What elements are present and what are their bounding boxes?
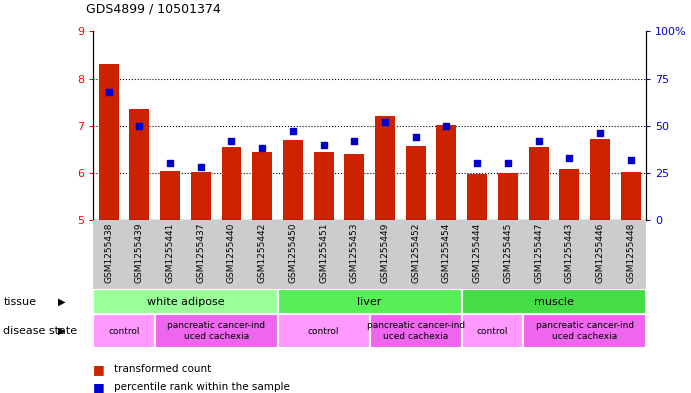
Text: tissue: tissue — [3, 297, 37, 307]
Bar — [278, 289, 462, 314]
Text: pancreatic cancer-ind
uced cachexia: pancreatic cancer-ind uced cachexia — [536, 321, 634, 341]
Point — [564, 155, 575, 161]
Text: transformed count: transformed count — [114, 364, 211, 375]
Text: GSM1255437: GSM1255437 — [196, 223, 205, 283]
Text: muscle: muscle — [534, 297, 574, 307]
Bar — [437, 125, 457, 220]
Text: percentile rank within the sample: percentile rank within the sample — [114, 382, 290, 392]
Text: GSM1255443: GSM1255443 — [565, 223, 574, 283]
Point — [134, 123, 145, 129]
Point — [256, 145, 267, 152]
Bar — [160, 171, 180, 220]
Bar — [590, 139, 610, 220]
Text: ▶: ▶ — [59, 326, 66, 336]
Point — [287, 128, 299, 134]
Point — [502, 160, 513, 167]
Text: control: control — [477, 327, 509, 336]
Point — [410, 134, 422, 140]
Point — [318, 141, 329, 148]
Text: pancreatic cancer-ind
uced cachexia: pancreatic cancer-ind uced cachexia — [367, 321, 465, 341]
Bar — [222, 147, 241, 220]
Bar — [467, 174, 487, 220]
Point — [625, 156, 636, 163]
Text: control: control — [308, 327, 339, 336]
Point — [441, 123, 452, 129]
Point — [472, 160, 483, 167]
Bar — [462, 314, 523, 348]
Text: GSM1255447: GSM1255447 — [534, 223, 543, 283]
Bar — [93, 314, 155, 348]
Text: GSM1255445: GSM1255445 — [503, 223, 513, 283]
Bar — [129, 109, 149, 220]
Point — [379, 119, 390, 125]
Bar — [523, 314, 646, 348]
Point — [594, 130, 605, 136]
Bar — [621, 171, 641, 220]
Bar — [462, 289, 646, 314]
Bar — [314, 152, 334, 220]
Text: GSM1255449: GSM1255449 — [381, 223, 390, 283]
Text: pancreatic cancer-ind
uced cachexia: pancreatic cancer-ind uced cachexia — [167, 321, 265, 341]
Text: ■: ■ — [93, 363, 105, 376]
Text: GSM1255438: GSM1255438 — [104, 223, 113, 283]
Bar — [406, 145, 426, 220]
Text: GSM1255446: GSM1255446 — [596, 223, 605, 283]
Point — [196, 164, 207, 171]
Point — [349, 138, 360, 144]
Bar — [498, 173, 518, 220]
Text: GSM1255453: GSM1255453 — [350, 223, 359, 283]
Bar — [278, 314, 370, 348]
Text: disease state: disease state — [3, 326, 77, 336]
Point — [164, 160, 176, 167]
Bar — [375, 116, 395, 220]
Text: GSM1255444: GSM1255444 — [473, 223, 482, 283]
Bar — [370, 314, 462, 348]
Text: GSM1255452: GSM1255452 — [411, 223, 420, 283]
Text: ■: ■ — [93, 380, 105, 393]
Text: GSM1255454: GSM1255454 — [442, 223, 451, 283]
Text: GSM1255441: GSM1255441 — [166, 223, 175, 283]
Text: liver: liver — [357, 297, 382, 307]
Bar — [93, 289, 278, 314]
Text: GSM1255442: GSM1255442 — [258, 223, 267, 283]
Point — [533, 138, 544, 144]
Bar — [99, 64, 119, 220]
Bar — [529, 147, 549, 220]
Bar — [155, 314, 278, 348]
Bar — [344, 154, 364, 220]
Text: GSM1255439: GSM1255439 — [135, 223, 144, 283]
Bar — [252, 152, 272, 220]
Text: GDS4899 / 10501374: GDS4899 / 10501374 — [86, 3, 221, 16]
Text: control: control — [108, 327, 140, 336]
Text: GSM1255450: GSM1255450 — [288, 223, 297, 283]
Text: white adipose: white adipose — [146, 297, 225, 307]
Text: GSM1255451: GSM1255451 — [319, 223, 328, 283]
Bar — [559, 169, 579, 220]
Bar — [191, 172, 211, 220]
Text: ▶: ▶ — [59, 297, 66, 307]
Point — [103, 89, 114, 95]
Point — [226, 138, 237, 144]
Text: GSM1255448: GSM1255448 — [626, 223, 635, 283]
Text: GSM1255440: GSM1255440 — [227, 223, 236, 283]
Bar — [283, 140, 303, 220]
